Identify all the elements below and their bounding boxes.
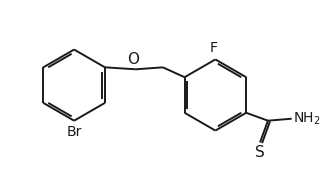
Text: Br: Br xyxy=(67,125,82,139)
Text: F: F xyxy=(209,41,217,56)
Text: O: O xyxy=(127,52,139,67)
Text: S: S xyxy=(255,145,265,160)
Text: NH$_2$: NH$_2$ xyxy=(293,111,320,127)
